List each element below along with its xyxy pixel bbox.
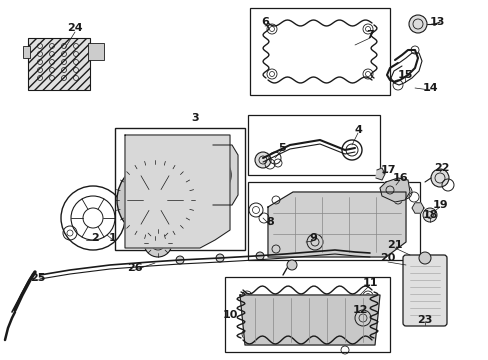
Polygon shape — [375, 168, 384, 180]
Text: 23: 23 — [416, 315, 432, 325]
Bar — [28, 38, 90, 90]
Circle shape — [143, 229, 172, 257]
Circle shape — [216, 254, 224, 262]
Circle shape — [117, 162, 193, 238]
Text: 20: 20 — [380, 253, 395, 263]
Polygon shape — [379, 178, 409, 202]
Bar — [249, 8, 389, 95]
Text: 3: 3 — [191, 113, 199, 123]
Text: 24: 24 — [67, 23, 82, 33]
Circle shape — [286, 260, 296, 270]
Text: 11: 11 — [362, 278, 377, 288]
Text: 15: 15 — [397, 70, 412, 80]
Bar — [224, 277, 389, 352]
Text: 2: 2 — [91, 233, 99, 243]
Text: 18: 18 — [421, 210, 437, 220]
Text: 4: 4 — [353, 125, 361, 135]
Text: 10: 10 — [222, 310, 237, 320]
Circle shape — [418, 252, 430, 264]
Circle shape — [127, 172, 183, 228]
Bar — [115, 128, 244, 250]
Text: 17: 17 — [380, 165, 395, 175]
Bar — [247, 182, 419, 260]
Text: 21: 21 — [386, 240, 402, 250]
Text: 9: 9 — [308, 233, 316, 243]
Text: 22: 22 — [433, 163, 449, 173]
Circle shape — [176, 256, 183, 264]
Circle shape — [142, 188, 167, 212]
Polygon shape — [411, 203, 423, 213]
Circle shape — [430, 169, 448, 187]
Text: 1: 1 — [109, 233, 117, 243]
Text: 14: 14 — [421, 83, 437, 93]
Text: 16: 16 — [391, 173, 407, 183]
Circle shape — [408, 15, 426, 33]
Text: 6: 6 — [261, 17, 268, 27]
Text: 13: 13 — [428, 17, 444, 27]
Polygon shape — [125, 135, 229, 248]
Text: 7: 7 — [366, 30, 373, 40]
Polygon shape — [240, 295, 379, 345]
Circle shape — [256, 252, 264, 260]
Text: 26: 26 — [127, 263, 142, 273]
Bar — [88, 43, 104, 60]
Polygon shape — [267, 192, 405, 257]
FancyBboxPatch shape — [402, 255, 446, 326]
Text: 12: 12 — [351, 305, 367, 315]
Bar — [247, 115, 379, 175]
Circle shape — [422, 208, 436, 222]
Text: 8: 8 — [265, 217, 273, 227]
Text: 25: 25 — [30, 273, 45, 283]
Text: 19: 19 — [431, 200, 447, 210]
Circle shape — [354, 310, 370, 326]
Polygon shape — [213, 145, 238, 205]
Circle shape — [254, 152, 270, 168]
Bar — [23, 46, 30, 58]
Text: 5: 5 — [278, 143, 285, 153]
